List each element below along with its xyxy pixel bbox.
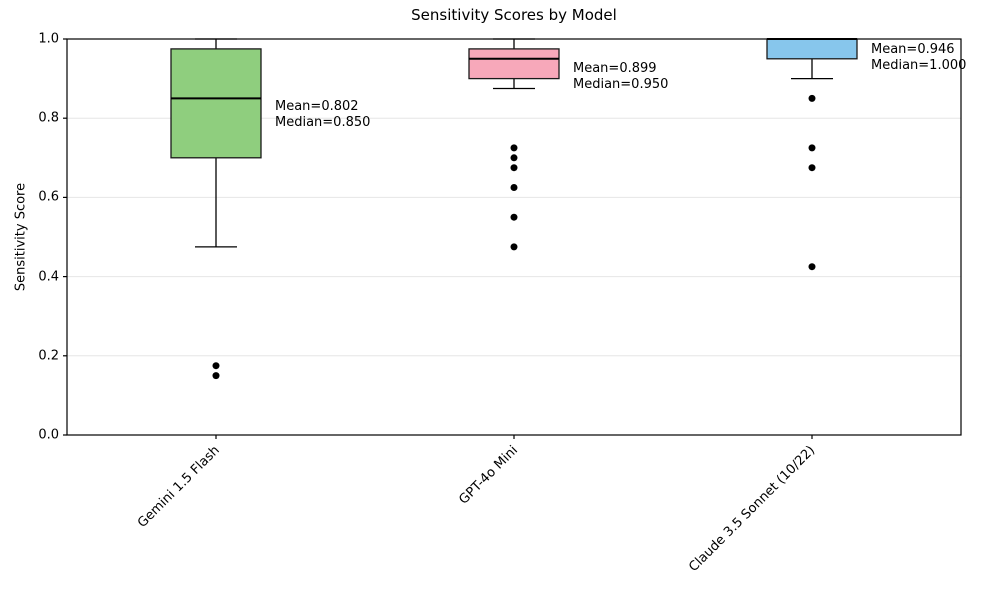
y-tick-label: 0.2 [38,348,59,364]
stats-annotation-line: Median=0.850 [275,115,371,131]
outlier-dot [808,94,816,102]
outlier-dot [510,243,518,251]
outlier-dot [510,213,518,221]
y-tick-label: 0.4 [38,269,59,285]
outlier-dot [212,372,220,380]
stats-annotation-line: Median=1.000 [871,58,967,74]
stats-annotation-line: Median=0.950 [573,76,669,92]
chart-title: Sensitivity Scores by Model [411,6,617,24]
box [170,48,262,159]
outlier-dot [510,144,518,152]
y-tick-label: 0.6 [38,189,59,205]
y-tick-label: 0.8 [38,110,59,126]
stats-annotation-line: Mean=0.946 [871,42,955,58]
y-tick-label: 0.0 [38,427,59,443]
outlier-dot [808,164,816,172]
stats-annotation-line: Mean=0.899 [573,60,657,76]
y-tick-label: 1.0 [38,31,59,47]
stats-annotation: Mean=0.899 Median=0.950 [573,61,668,93]
outlier-dot [510,184,518,191]
outlier-dot [510,164,518,172]
stats-annotation-line: Mean=0.802 [275,99,359,115]
outlier-dot [808,144,816,152]
box [766,38,858,60]
outlier-dot [808,263,816,271]
stats-annotation: Mean=0.946 Median=1.000 [871,42,966,74]
box [468,48,560,80]
axes-frame [66,38,962,436]
outlier-dot [510,154,518,162]
outlier-dot [212,362,220,370]
stats-annotation: Mean=0.802 Median=0.850 [275,99,370,131]
